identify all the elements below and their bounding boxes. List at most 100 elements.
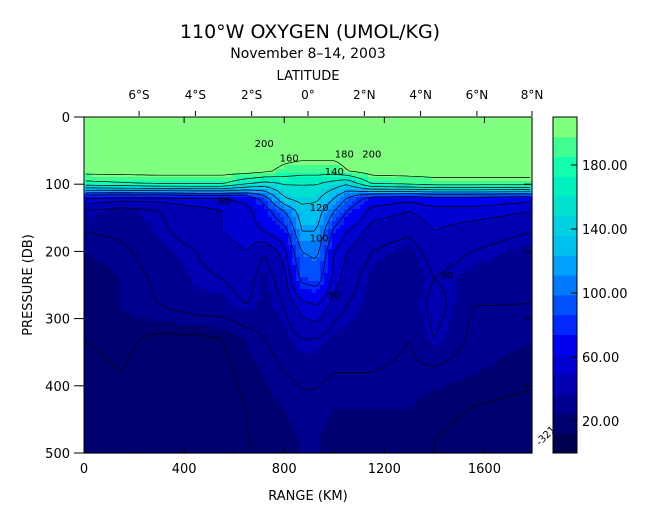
heatmap-cell — [236, 133, 241, 138]
heatmap-cell — [484, 237, 489, 242]
heatmap-cell — [484, 209, 489, 214]
heatmap-cell — [520, 153, 525, 158]
heatmap-cell — [256, 129, 261, 134]
heatmap-cell — [492, 249, 497, 254]
heatmap-cell — [512, 277, 517, 282]
heatmap-cell — [156, 153, 161, 158]
heatmap-cell — [528, 197, 533, 202]
heatmap-cell — [428, 253, 433, 258]
heatmap-cell — [456, 157, 461, 162]
heatmap-cell — [180, 281, 185, 286]
heatmap-cell — [420, 137, 425, 142]
heatmap-cell — [444, 121, 449, 126]
heatmap-cell — [236, 229, 241, 234]
heatmap-cell — [280, 245, 285, 250]
heatmap-cell — [328, 197, 333, 202]
heatmap-cell — [448, 245, 453, 250]
heatmap-cell — [128, 165, 133, 170]
heatmap-cell — [396, 277, 401, 282]
heatmap-cell — [224, 149, 229, 154]
heatmap-cell — [116, 181, 121, 186]
heatmap-cell — [384, 245, 389, 250]
heatmap-cell — [164, 133, 169, 138]
heatmap-cell — [328, 265, 333, 270]
heatmap-cell — [496, 245, 501, 250]
heatmap-cell — [476, 197, 481, 202]
heatmap-cell — [512, 265, 517, 270]
heatmap-cell — [492, 177, 497, 182]
heatmap-cell — [440, 169, 445, 174]
heatmap-cell — [180, 145, 185, 150]
heatmap-cells — [84, 117, 533, 454]
heatmap-cell — [324, 209, 329, 214]
heatmap-cell — [260, 237, 265, 242]
heatmap-cell — [188, 241, 193, 246]
heatmap-cell — [520, 193, 525, 198]
heatmap-cell — [412, 221, 417, 226]
heatmap-cell — [144, 249, 149, 254]
heatmap-cell — [268, 237, 273, 242]
heatmap-cell — [144, 149, 149, 154]
heatmap-cell — [144, 237, 149, 242]
heatmap-cell — [112, 285, 117, 290]
heatmap-cell — [496, 145, 501, 150]
heatmap-cell — [132, 129, 137, 134]
heatmap-cell — [148, 145, 153, 150]
heatmap-cell — [176, 269, 181, 274]
heatmap-cell — [464, 137, 469, 142]
heatmap-cell — [172, 189, 177, 194]
heatmap-cell — [184, 177, 189, 182]
heatmap-cell — [268, 209, 273, 214]
heatmap-cell — [208, 149, 213, 154]
heatmap-cell — [356, 209, 361, 214]
heatmap-cell — [220, 189, 225, 194]
heatmap-cell — [196, 125, 201, 130]
heatmap-cell — [196, 221, 201, 226]
heatmap-cell — [136, 229, 141, 234]
heatmap-cell — [324, 189, 329, 194]
heatmap-cell — [416, 117, 421, 122]
heatmap-cell — [396, 149, 401, 154]
heatmap-cell — [104, 277, 109, 282]
heatmap-cell — [440, 213, 445, 218]
heatmap-cell — [320, 173, 325, 178]
heatmap-cell — [100, 197, 105, 202]
heatmap-cell — [444, 209, 449, 214]
heatmap-cell — [304, 169, 309, 174]
heatmap-cell — [144, 157, 149, 162]
heatmap-cell — [388, 245, 393, 250]
heatmap-cell — [220, 225, 225, 230]
heatmap-cell — [232, 273, 237, 278]
heatmap-cell — [168, 129, 173, 134]
heatmap-cell — [236, 161, 241, 166]
heatmap-cell — [192, 285, 197, 290]
heatmap-cell — [480, 129, 485, 134]
heatmap-cell — [260, 229, 265, 234]
heatmap-cell — [468, 241, 473, 246]
heatmap-cell — [84, 197, 89, 202]
heatmap-cell — [348, 289, 353, 294]
heatmap-cell — [508, 213, 513, 218]
heatmap-cell — [392, 289, 397, 294]
heatmap-cell — [136, 153, 141, 158]
heatmap-cell — [220, 137, 225, 142]
heatmap-cell — [356, 205, 361, 210]
heatmap-cell — [200, 277, 205, 282]
heatmap-cell — [364, 165, 369, 170]
heatmap-cell — [140, 117, 145, 122]
heatmap-cell — [200, 289, 205, 294]
heatmap-cell — [124, 201, 129, 206]
heatmap-cell — [200, 265, 205, 270]
heatmap-cell — [252, 241, 257, 246]
heatmap-cell — [256, 269, 261, 274]
heatmap-cell — [120, 269, 125, 274]
heatmap-cell — [472, 149, 477, 154]
heatmap-cell — [172, 197, 177, 202]
heatmap-cell — [276, 289, 281, 294]
heatmap-cell — [180, 221, 185, 226]
heatmap-cell — [420, 221, 425, 226]
heatmap-cell — [528, 129, 533, 134]
heatmap-cell — [168, 149, 173, 154]
heatmap-cell — [352, 173, 357, 178]
heatmap-cell — [464, 197, 469, 202]
